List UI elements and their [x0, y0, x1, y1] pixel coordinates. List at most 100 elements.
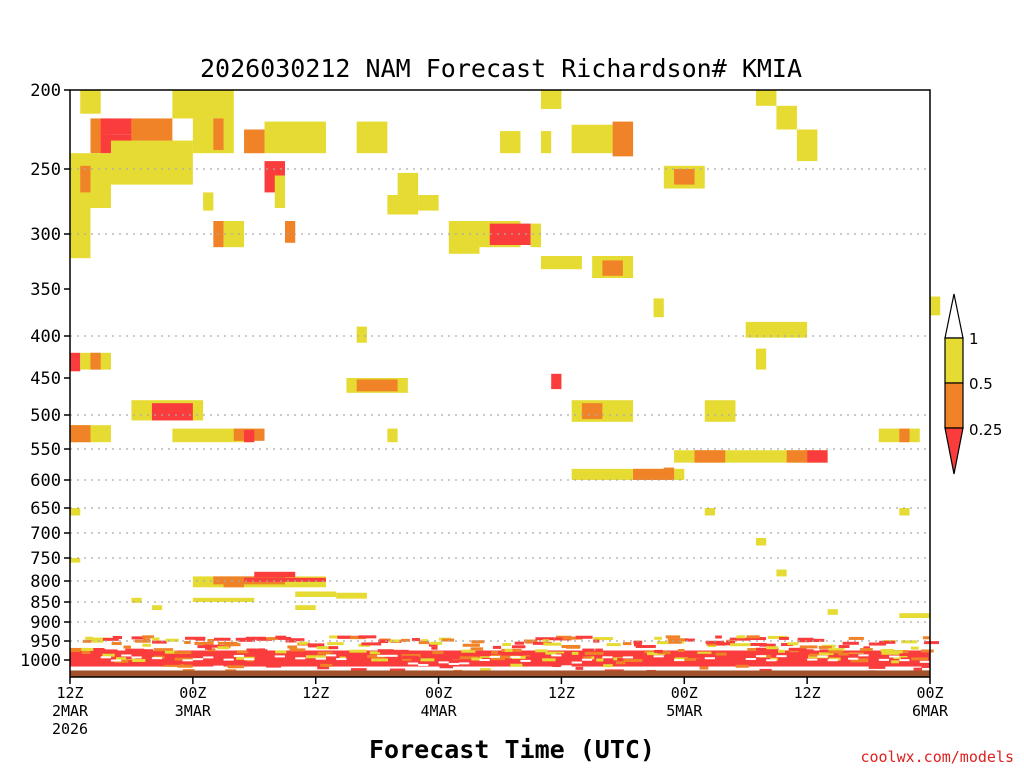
- boundary-gap: [776, 655, 787, 658]
- boundary-cell: [542, 658, 556, 662]
- boundary-cell: [778, 649, 786, 653]
- legend-label: 0.25: [969, 421, 1002, 439]
- boundary-gap: [192, 658, 204, 661]
- boundary-cell: [305, 655, 326, 659]
- boundary-cell: [224, 643, 241, 647]
- boundary-cell: [504, 648, 513, 652]
- ri-cell: [80, 90, 101, 114]
- ri-cell: [110, 140, 193, 185]
- boundary-cell: [126, 656, 133, 660]
- boundary-cell: [328, 646, 339, 650]
- ground-layer: [70, 670, 930, 677]
- ri-cell: [540, 90, 562, 109]
- boundary-cell: [777, 656, 789, 660]
- ri-cell: [356, 121, 388, 154]
- boundary-cell: [289, 648, 306, 652]
- boundary-cell: [562, 636, 583, 640]
- ri-cell: [704, 508, 715, 516]
- boundary-gap: [561, 665, 572, 668]
- boundary-cell: [923, 641, 940, 645]
- ri-cell: [899, 428, 910, 443]
- boundary-cell: [514, 641, 525, 645]
- boundary-cell: [491, 650, 499, 654]
- boundary-cell: [377, 640, 389, 644]
- boundary-cell: [227, 665, 244, 669]
- boundary-cell: [848, 653, 865, 657]
- ri-cell: [776, 569, 787, 577]
- boundary-cell: [705, 640, 725, 644]
- boundary-gap: [295, 657, 306, 660]
- ri-cell: [192, 597, 255, 602]
- boundary-gap: [459, 662, 470, 665]
- ri-cell: [100, 118, 132, 135]
- boundary-gap: [551, 654, 562, 657]
- ri-cell: [755, 348, 767, 370]
- ri-cell: [776, 105, 797, 130]
- boundary-cell: [135, 639, 151, 643]
- boundary-gap: [448, 662, 460, 665]
- boundary-cell: [411, 638, 421, 642]
- boundary-gap: [919, 660, 930, 663]
- y-tick-label: 350: [30, 280, 61, 300]
- boundary-cell: [286, 638, 305, 642]
- ri-cell: [899, 508, 910, 516]
- x-tick-label: 12Z: [794, 684, 821, 702]
- ri-cell: [663, 467, 675, 480]
- boundary-cell: [390, 639, 400, 643]
- boundary-cell: [266, 664, 282, 668]
- boundary-cell: [872, 653, 884, 657]
- boundary-cell: [901, 640, 917, 644]
- boundary-cell: [337, 652, 351, 656]
- boundary-cell: [439, 665, 453, 669]
- y-tick-label: 250: [30, 160, 61, 180]
- boundary-cell: [767, 635, 788, 639]
- boundary-cell: [676, 662, 692, 666]
- boundary-cell: [730, 643, 751, 647]
- ri-cell: [786, 450, 808, 463]
- boundary-cell: [430, 641, 443, 645]
- boundary-cell: [625, 657, 638, 661]
- boundary-gap: [581, 658, 593, 661]
- boundary-cell: [479, 656, 498, 660]
- boundary-cell: [432, 651, 444, 655]
- boundary-cell: [622, 642, 632, 646]
- boundary-cell: [715, 652, 727, 656]
- boundary-cell: [471, 640, 485, 644]
- boundary-cell: [922, 636, 930, 640]
- boundary-cell: [70, 647, 90, 651]
- boundary-cell: [490, 657, 505, 661]
- boundary-cell: [92, 639, 104, 643]
- x-tick-label: 00Z: [671, 684, 698, 702]
- ri-cell: [551, 373, 562, 390]
- y-tick-label: 700: [30, 524, 61, 544]
- ri-cell: [755, 90, 777, 106]
- credit-text[interactable]: coolwx.com/models: [860, 748, 1014, 766]
- boundary-gap: [858, 654, 869, 657]
- y-tick-label: 600: [30, 471, 61, 491]
- boundary-cell: [102, 653, 115, 657]
- boundary-cell: [868, 665, 886, 669]
- boundary-cell: [552, 664, 561, 668]
- x-tick-label: 2026: [52, 720, 88, 738]
- ri-cell: [899, 613, 930, 618]
- boundary-cell: [910, 646, 919, 650]
- ri-cell: [172, 90, 234, 119]
- boundary-cell: [684, 657, 700, 661]
- boundary-cell: [132, 658, 146, 662]
- y-tick-label: 800: [30, 572, 61, 592]
- ri-cell: [674, 169, 695, 185]
- boundary-cell: [421, 639, 428, 643]
- boundary-cell: [174, 657, 194, 661]
- boundary-cell: [583, 656, 592, 660]
- boundary-cell: [706, 642, 726, 646]
- boundary-cell: [797, 637, 814, 641]
- boundary-cell: [868, 642, 887, 646]
- boundary-gap: [377, 654, 388, 657]
- boundary-cell: [633, 643, 642, 647]
- boundary-cell: [819, 649, 834, 653]
- ri-cell: [755, 538, 767, 546]
- boundary-gap: [817, 655, 828, 658]
- boundary-cell: [900, 657, 918, 661]
- ri-cell: [80, 165, 91, 193]
- boundary-gap: [899, 659, 910, 662]
